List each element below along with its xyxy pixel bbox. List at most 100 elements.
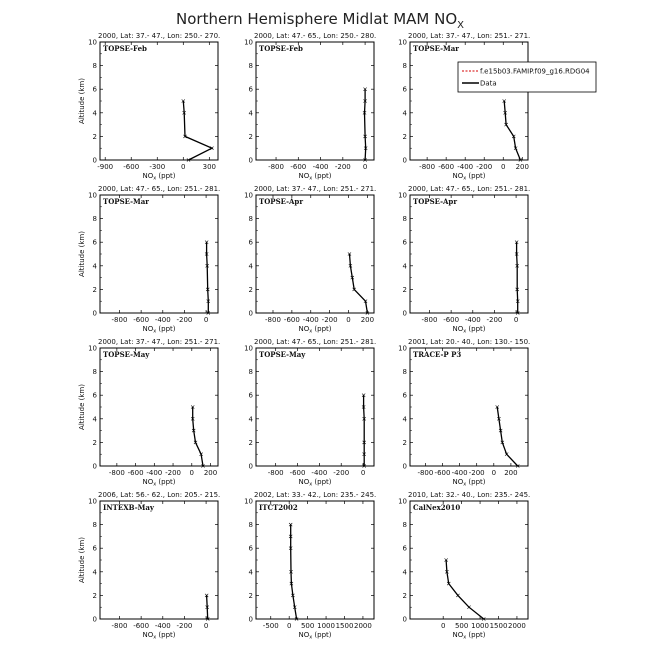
y-tick-label: 4 (403, 262, 408, 270)
legend-entry: f.e15b03.FAMIP.f09_g16.RDG04 (480, 68, 590, 76)
x-axis-label: NOx (ppt) (452, 325, 485, 335)
x-tick-label: -600 (290, 163, 306, 171)
x-tick-label: 0 (346, 316, 350, 324)
chart-panel: 2006, Lat: 56.- 62., Lon: 205.- 215. INTE… (78, 491, 220, 641)
x-tick-label: -800 (109, 469, 125, 477)
y-tick-label: 6 (249, 239, 254, 247)
plot-frame (255, 500, 375, 620)
data-point-marker (206, 299, 211, 304)
data-point-marker (204, 252, 209, 256)
data-point-marker (199, 452, 203, 457)
y-tick-label: 4 (403, 109, 408, 117)
panel-header: 2002, Lat: 33.- 42., Lon: 235.- 245. (254, 491, 376, 499)
data-point-marker (205, 287, 210, 292)
x-tick-label: -400 (155, 316, 171, 324)
data-point-marker (500, 440, 505, 445)
y-tick-label: 8 (93, 62, 97, 70)
y-tick-label: 2 (93, 592, 97, 600)
data-point-marker (363, 146, 368, 151)
chart-panel: 2000, Lat: 37.- 47., Lon: 251.- 271. TOPS… (78, 338, 220, 488)
data-point-marker (502, 99, 507, 103)
x-tick-label: 200 (361, 316, 374, 324)
panel-label: TOPSE-Mar (413, 44, 459, 53)
x-tick-label: 200 (516, 163, 529, 171)
chart-panel: 2000, Lat: 47.- 65., Lon: 251.- 281. TOPS… (244, 338, 376, 488)
y-tick-label: 2 (403, 592, 407, 600)
chart-panel: 2000, Lat: 47.- 65., Lon: 250.- 280. TOPS… (244, 32, 376, 182)
data-point-marker (503, 110, 507, 115)
panel-header: 2000, Lat: 37.- 47., Lon: 250.- 270. (98, 32, 220, 40)
data-point-marker (515, 299, 520, 304)
chart-panel: 2001, Lat: 20.- 40., Lon: 130.- 150. TRAC… (398, 338, 530, 488)
x-tick-label: -400 (311, 469, 327, 477)
panel-label: TOPSE-Feb (103, 44, 147, 53)
y-tick-label: 0 (93, 616, 97, 624)
y-tick-label: 10 (88, 345, 97, 353)
data-point-marker (513, 146, 518, 151)
x-tick-label: -200 (476, 163, 492, 171)
data-point-marker (362, 464, 366, 468)
x-tick-label: -200 (165, 469, 181, 477)
chart-panel: 2000, Lat: 37.- 47., Lon: 251.- 271. TOPS… (398, 32, 530, 182)
data-point-marker (446, 581, 451, 586)
y-tick-label: 0 (249, 616, 253, 624)
data-series-line (363, 89, 367, 161)
data-point-marker (205, 605, 209, 610)
x-tick-label: 2000 (354, 622, 372, 630)
x-tick-label: -200 (486, 316, 502, 324)
y-axis-label: Altitude (km) (78, 384, 86, 430)
data-point-marker (498, 428, 503, 433)
panel-grid: 2000, Lat: 37.- 47., Lon: 250.- 270. TOPS… (78, 32, 530, 641)
data-point-marker (504, 452, 509, 457)
data-point-marker (352, 287, 356, 292)
data-point-marker (504, 122, 508, 127)
x-tick-label: -600 (438, 163, 454, 171)
x-tick-label: 2000 (508, 622, 526, 630)
y-tick-label: 0 (249, 463, 253, 471)
x-tick-label: -800 (422, 316, 438, 324)
y-tick-label: 2 (93, 439, 97, 447)
x-tick-label: 500 (455, 622, 468, 630)
x-tick-label: -400 (457, 163, 473, 171)
chart-panel: 2000, Lat: 37.- 47., Lon: 250.- 270. TOPS… (78, 32, 220, 182)
data-point-marker (444, 558, 448, 562)
data-series-line (290, 524, 298, 620)
data-point-marker (190, 416, 195, 421)
data-point-marker (515, 287, 519, 292)
x-tick-label: -400 (313, 163, 329, 171)
y-tick-label: 2 (249, 439, 253, 447)
data-point-marker (515, 263, 519, 268)
x-tick-label: -200 (469, 469, 485, 477)
x-axis-label: NOx (ppt) (142, 172, 175, 182)
data-point-marker (205, 617, 210, 621)
x-tick-label: -600 (128, 469, 144, 477)
data-series-line (515, 242, 519, 313)
data-point-marker (204, 593, 209, 598)
plot-frame (99, 500, 219, 620)
x-tick-label: 0 (204, 622, 208, 630)
data-point-marker (362, 452, 366, 457)
x-tick-label: -600 (133, 316, 149, 324)
plot-frame (409, 500, 529, 620)
y-tick-label: 8 (403, 215, 407, 223)
y-tick-label: 4 (93, 109, 98, 117)
x-tick-label: -500 (263, 622, 279, 630)
x-axis-label: NOx (ppt) (142, 325, 175, 335)
y-tick-label: 10 (244, 345, 253, 353)
x-tick-label: -200 (176, 316, 192, 324)
panel-label: CalNex2010 (413, 503, 460, 512)
data-point-marker (495, 405, 500, 409)
x-tick-label: 0 (514, 316, 518, 324)
plot-frame (409, 194, 529, 314)
x-tick-label: 500 (301, 622, 314, 630)
data-point-marker (518, 158, 523, 162)
data-point-marker (515, 311, 520, 315)
x-tick-label: -400 (303, 316, 319, 324)
data-point-marker (467, 605, 471, 610)
data-series-line (192, 407, 204, 467)
y-axis-label: Altitude (km) (78, 78, 86, 124)
x-tick-label: 1000 (471, 622, 489, 630)
y-tick-label: 8 (403, 368, 407, 376)
x-tick-label: -200 (335, 163, 351, 171)
data-series-line (182, 100, 214, 161)
